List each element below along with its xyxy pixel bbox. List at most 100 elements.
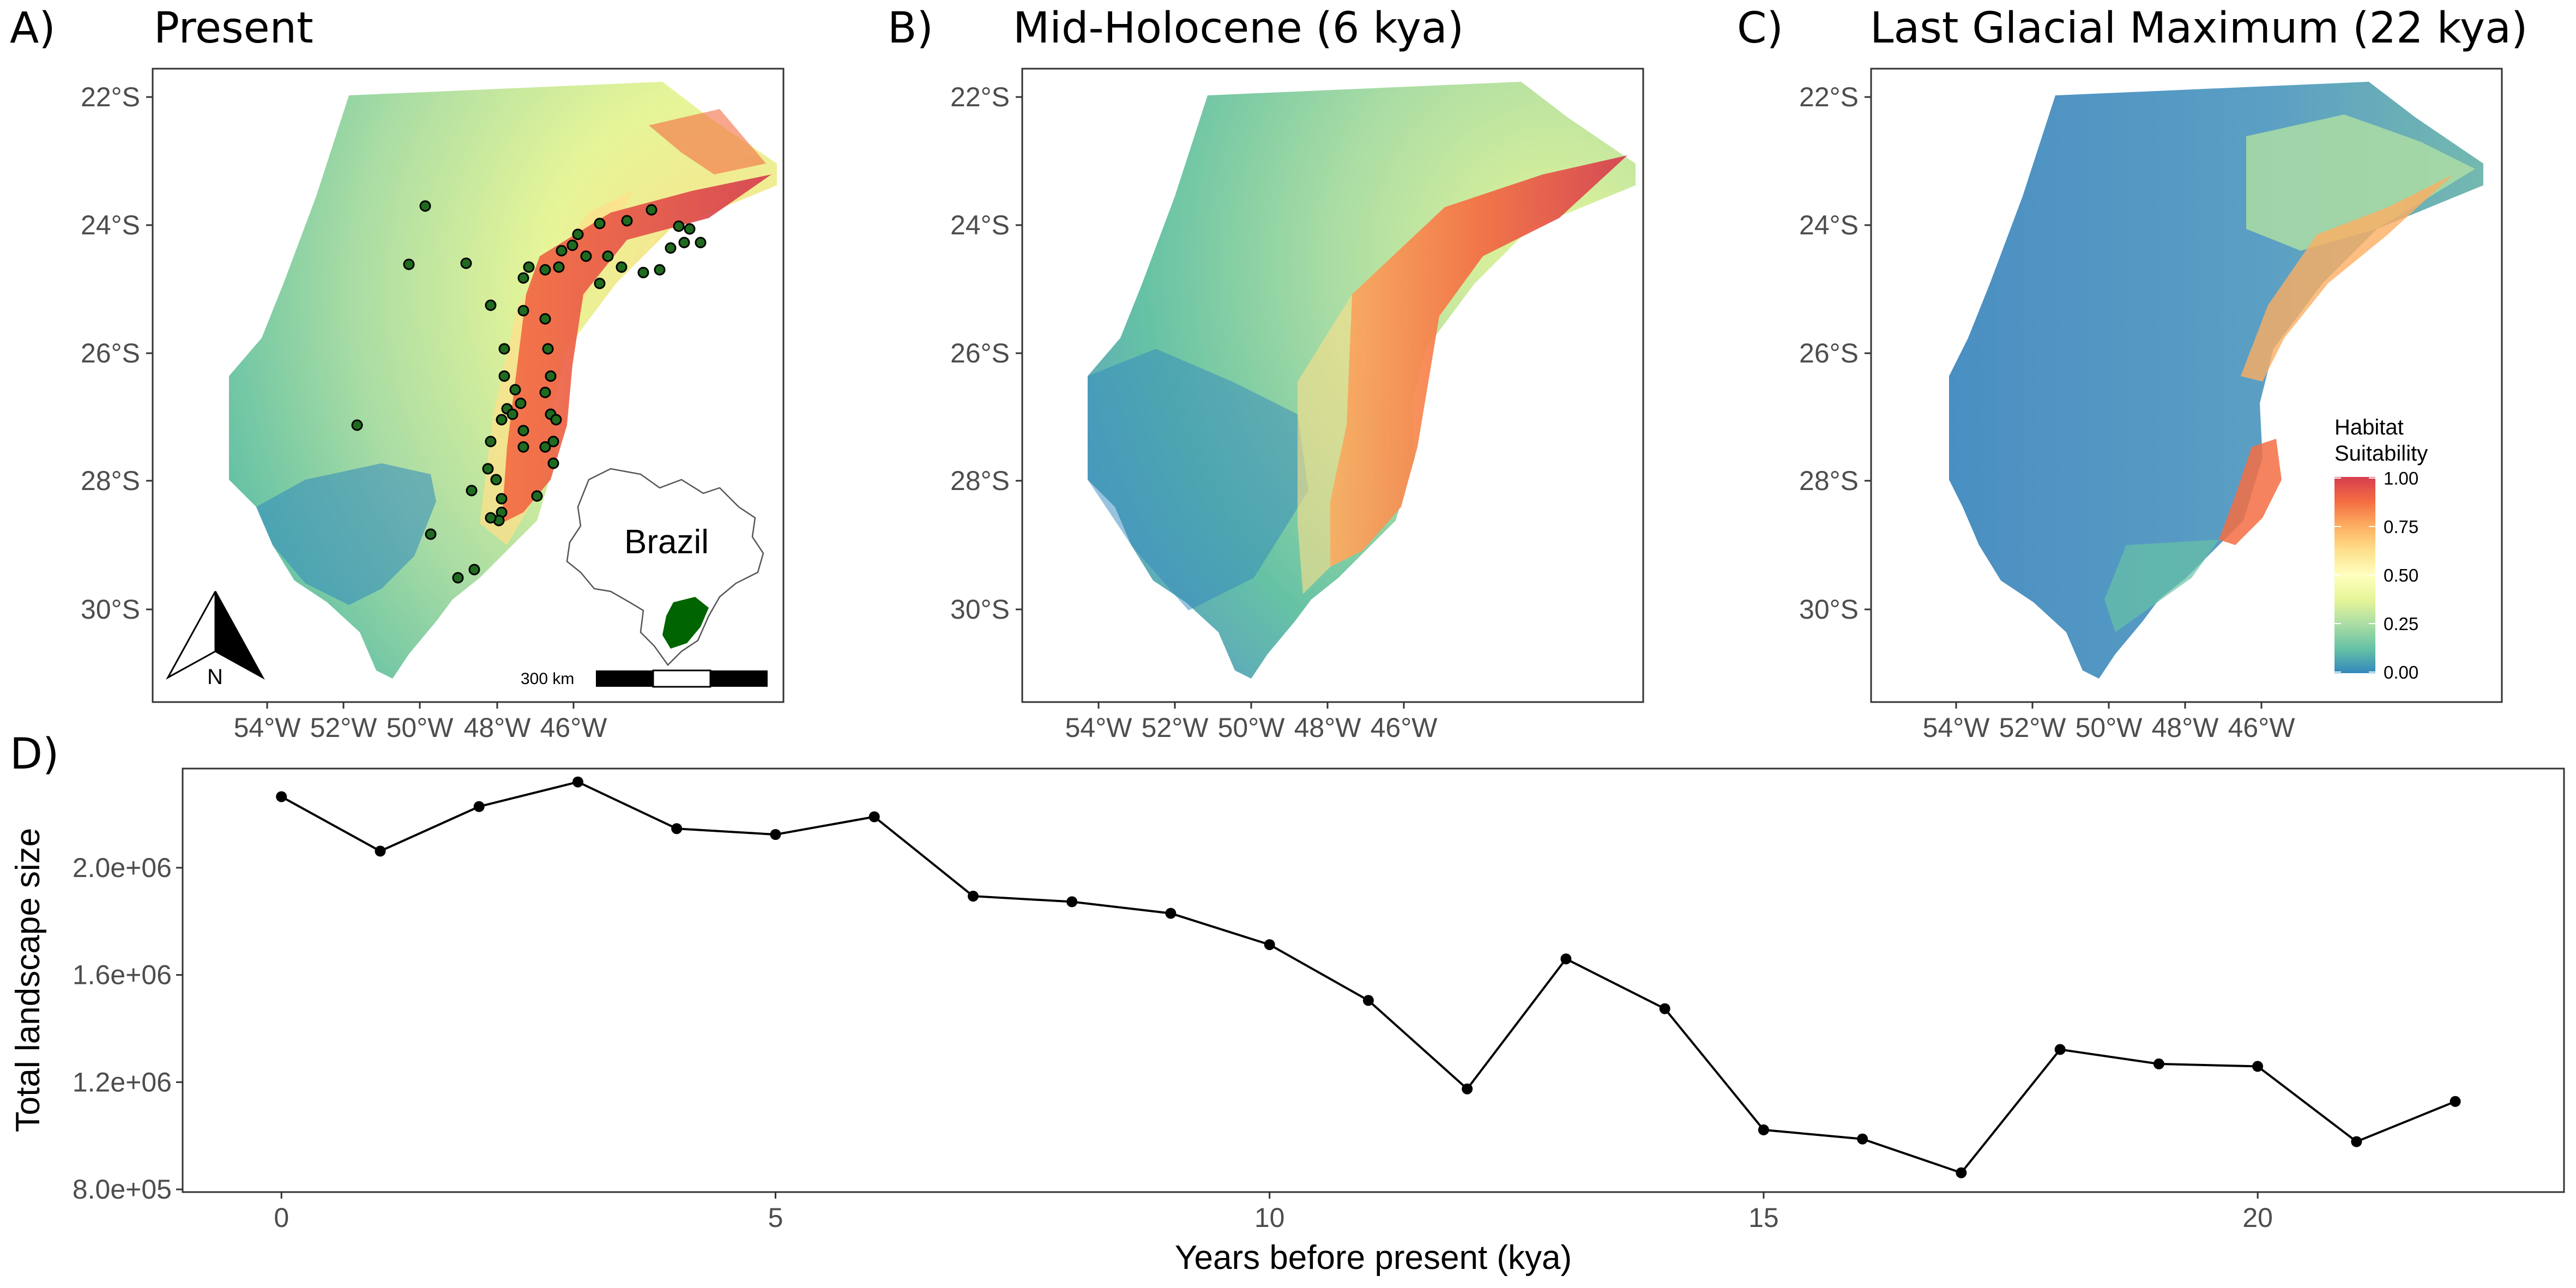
occurrence-point — [518, 426, 528, 436]
occurrence-point — [581, 251, 591, 261]
occurrence-point — [679, 238, 689, 247]
lon-tick-label: 46°W — [540, 712, 608, 743]
occurrence-point — [638, 268, 648, 277]
occurrence-point — [491, 475, 501, 485]
lat-tick-label: 28°S — [81, 465, 140, 496]
data-point — [1066, 896, 1077, 907]
occurrence-point — [595, 219, 605, 228]
data-point — [2252, 1061, 2263, 1072]
y-axis-title: Total landscape size — [9, 828, 47, 1132]
occurrence-point — [516, 398, 526, 408]
scale-bar: 300 km — [521, 670, 768, 688]
occurrence-point — [595, 279, 605, 288]
panel-d-tag: D) — [10, 730, 59, 779]
occurrence-point — [499, 344, 509, 354]
occurrence-point — [655, 265, 665, 275]
occurrence-point — [540, 442, 550, 452]
lat-tick-label: 30°S — [81, 594, 140, 625]
occurrence-point — [453, 573, 463, 583]
lon-tick-label: 54°W — [1923, 712, 1990, 743]
scale-bar-label: 300 km — [521, 670, 574, 688]
panel-c-lat-labels: 22°S24°S26°S28°S30°S — [1799, 82, 1871, 625]
occurrence-point — [554, 262, 564, 272]
occurrence-point — [685, 224, 695, 234]
data-point — [671, 823, 682, 834]
data-point — [968, 891, 979, 902]
panel-b: B) Mid-Holocene (6 kya) 22°S24°S26°S28°S… — [888, 4, 1643, 743]
data-point — [1857, 1134, 1868, 1145]
occurrence-point — [499, 371, 509, 381]
panel-c-tag: C) — [1737, 4, 1783, 53]
plot-frame — [183, 769, 2564, 1192]
data-point — [1264, 939, 1275, 950]
occurrence-point — [603, 251, 613, 261]
legend-tick-label: 0.00 — [2384, 662, 2418, 682]
occurrence-point — [486, 437, 496, 446]
lat-tick-label: 26°S — [1799, 338, 1859, 368]
panel-c-lon-labels: 54°W 52°W 50°W 48°W 46°W — [1923, 702, 2296, 743]
occurrence-point — [532, 491, 542, 501]
legend-title-line2: Suitability — [2334, 442, 2428, 465]
x-tick-label: 20 — [2242, 1202, 2273, 1233]
lon-tick-label: 48°W — [464, 712, 532, 743]
x-tick-label: 0 — [274, 1202, 289, 1233]
lat-tick-label: 24°S — [1799, 210, 1859, 240]
panel-a-title: Present — [154, 4, 313, 53]
legend-tick-label: 0.75 — [2384, 517, 2418, 537]
lon-tick-label: 50°W — [2076, 712, 2143, 743]
data-point — [2153, 1059, 2164, 1069]
occurrence-point — [467, 486, 476, 495]
panel-a-lat-labels: 22°S24°S26°S28°S30°S — [81, 82, 153, 625]
lon-tick-label: 46°W — [2228, 712, 2296, 743]
occurrence-point — [497, 415, 506, 425]
lon-tick-label: 50°W — [1218, 712, 1286, 743]
x-tick-label: 15 — [1748, 1202, 1779, 1233]
data-point — [474, 801, 485, 812]
occurrence-point — [518, 442, 528, 452]
lon-tick-label: 54°W — [234, 712, 301, 743]
occurrence-point — [486, 300, 496, 310]
panel-d: D) 0 5 10 15 208.0e+051.2e+061.6e+062.0e+06 … — [9, 730, 2564, 1277]
y-tick-label: 1.2e+06 — [73, 1067, 172, 1097]
data-point — [276, 791, 287, 802]
panel-c-title: Last Glacial Maximum (22 kya) — [1870, 4, 2527, 53]
data-point — [1956, 1168, 1966, 1178]
data-point — [1560, 953, 1571, 964]
legend-tick-label: 0.25 — [2384, 614, 2418, 634]
data-point — [1165, 908, 1176, 919]
occurrence-point — [426, 529, 436, 539]
lat-tick-label: 28°S — [1799, 465, 1859, 496]
data-point — [2351, 1136, 2362, 1147]
lon-tick-label: 48°W — [1294, 712, 1362, 743]
occurrence-point — [420, 201, 430, 211]
data-point — [572, 777, 583, 788]
y-tick-label: 8.0e+05 — [73, 1174, 172, 1205]
occurrence-point — [647, 205, 656, 215]
data-point — [375, 846, 386, 857]
occurrence-point — [404, 259, 414, 269]
lon-tick-label: 46°W — [1371, 712, 1438, 743]
lat-tick-label: 24°S — [950, 210, 1010, 240]
lon-tick-label: 52°W — [1142, 712, 1209, 743]
panel-a-tag: A) — [10, 4, 56, 53]
panel-a-lon-labels: 54°W 52°W 50°W 48°W 46°W — [234, 702, 608, 743]
panel-b-lon-labels: 54°W 52°W 50°W 48°W 46°W — [1065, 702, 1438, 743]
occurrence-point — [696, 238, 705, 247]
legend-tick-label: 1.00 — [2384, 468, 2418, 488]
occurrence-point — [486, 513, 496, 523]
occurrence-point — [548, 458, 558, 468]
lat-tick-label: 24°S — [81, 210, 140, 240]
lat-tick-label: 22°S — [950, 82, 1010, 112]
occurrence-point — [518, 273, 528, 283]
lon-tick-label: 48°W — [2152, 712, 2219, 743]
data-point — [1660, 1003, 1670, 1014]
occurrence-point — [622, 216, 632, 226]
panel-b-title: Mid-Holocene (6 kya) — [1013, 4, 1464, 53]
panel-b-lat-labels: 22°S 24°S 26°S 28°S 30°S — [950, 82, 1022, 625]
panel-a: A) Present 22°S 24°S 26°S 28°S 30°S 54°W 52°W… — [10, 4, 783, 743]
occurrence-point — [352, 420, 362, 430]
occurrence-point — [524, 262, 534, 272]
legend-title-line1: Habitat — [2334, 415, 2404, 439]
occurrence-point — [469, 565, 479, 575]
